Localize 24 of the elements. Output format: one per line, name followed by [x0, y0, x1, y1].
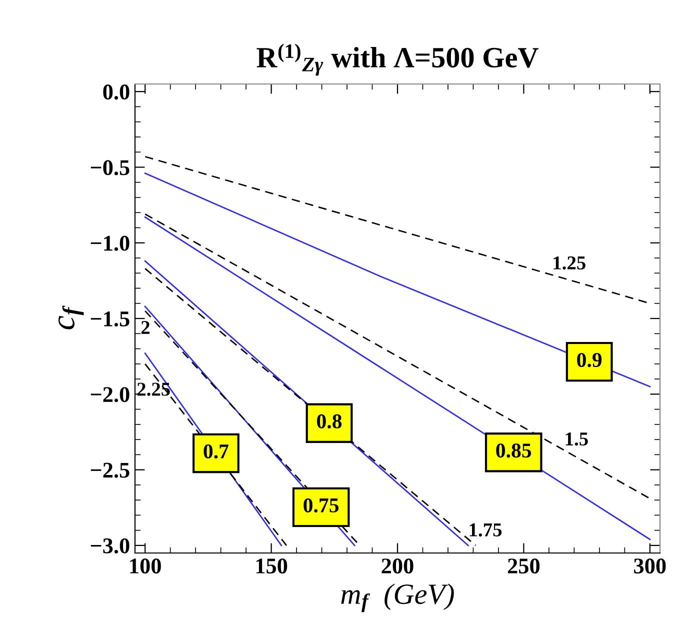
- chart-title: R$^{(1)}$$_{Zγ}$ with Λ=500 GeV: [256, 44, 538, 76]
- y-tick-label: 0.0: [103, 84, 130, 100]
- y-tick-label: −2.0: [90, 387, 130, 402]
- series-label: 0.7: [204, 444, 228, 459]
- series-label: 0.75: [304, 498, 339, 512]
- x-axis-title: m$_{f}$ (GeV): [341, 584, 454, 612]
- y-tick-label: −0.5: [90, 160, 130, 176]
- series-label: 0.85: [496, 444, 532, 458]
- y-tick-label: −1.0: [90, 236, 130, 251]
- x-tick-label: 150: [256, 558, 288, 574]
- legend-label: 1.5: [566, 432, 588, 446]
- y-tick-label: −3.0: [90, 538, 130, 554]
- series-label: 0.8: [317, 414, 342, 428]
- y-axis-title: c$_{f}$: [58, 306, 84, 330]
- series-label: 0.9: [577, 352, 602, 368]
- series-label: 1.75: [470, 523, 502, 537]
- series-label: 2: [141, 320, 150, 334]
- y-tick-label: −2.5: [90, 462, 130, 478]
- series-label: 1.25: [554, 256, 586, 270]
- x-tick-label: 300: [634, 558, 666, 574]
- x-tick-label: 100: [130, 558, 161, 574]
- x-tick-label: 250: [508, 558, 540, 574]
- y-tick-label: −1.5: [90, 312, 130, 327]
- x-tick-label: 200: [382, 558, 414, 574]
